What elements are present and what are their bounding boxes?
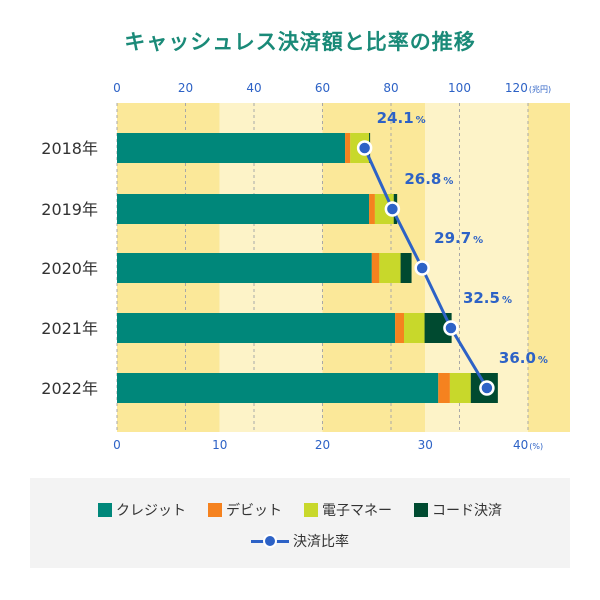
ratio-data-label: 29.7% bbox=[434, 229, 483, 247]
ratio-point bbox=[479, 380, 495, 396]
legend-swatch-code bbox=[414, 503, 428, 517]
legend-label: コード決済 bbox=[432, 503, 502, 519]
ratio-point bbox=[384, 201, 401, 217]
chart-title: キャッシュレス決済額と比率の推移 bbox=[124, 30, 476, 54]
top-axis-tick-label: 100 bbox=[448, 81, 471, 95]
bottom-axis-tick-label: 0 bbox=[113, 438, 121, 452]
background-band bbox=[528, 103, 570, 432]
bar-segment-debit bbox=[395, 313, 405, 343]
ratio-point bbox=[414, 260, 430, 276]
legend-label: 決済比率 bbox=[293, 534, 349, 550]
category-labels: 2018年 2019年 2020年 2021年 2022年 bbox=[41, 139, 98, 398]
bar-segment-debit bbox=[369, 194, 375, 224]
bar-segment-code bbox=[400, 253, 412, 283]
top-axis-tick-label: 80 bbox=[383, 81, 398, 95]
legend-row-line: 決済比率 bbox=[30, 531, 570, 551]
ratio-data-label-unit: % bbox=[473, 235, 483, 246]
ratio-data-label-unit: % bbox=[538, 355, 548, 366]
legend-row-bars: クレジット デビット 電子マネー コード決済 bbox=[30, 500, 570, 520]
bar-segment-emoney bbox=[379, 253, 401, 283]
top-axis-unit: (兆円) bbox=[529, 84, 551, 94]
legend-item-emoney: 電子マネー bbox=[304, 500, 392, 520]
stacked-bar-chart: 0 20 40 60 80 100 120(兆円) 0 10 20 30 40(%) 2018年20… bbox=[41, 81, 570, 452]
legend-item-debit: デビット bbox=[208, 500, 282, 520]
bar-segment-debit bbox=[438, 373, 450, 403]
legend: クレジット デビット 電子マネー コード決済 決済比率 bbox=[30, 478, 570, 568]
ratio-data-label: 36.0% bbox=[499, 349, 548, 367]
ratio-labels: 24.1 % 26.8 % 29.7 % 32.5 % 36.0% bbox=[377, 109, 548, 367]
bar-segment-emoney bbox=[404, 313, 425, 343]
category-label: 2021年 bbox=[41, 319, 98, 338]
legend-swatch-debit bbox=[208, 503, 222, 517]
top-axis-tick-label: 0 bbox=[113, 81, 121, 95]
bottom-axis-tick-label: 40(%) bbox=[513, 438, 543, 452]
bar-segment-credit bbox=[117, 194, 370, 224]
legend-item-ratio: 決済比率 bbox=[251, 531, 349, 551]
ratio-data-label: 26.8% bbox=[404, 170, 453, 188]
legend-label: 電子マネー bbox=[322, 503, 392, 519]
top-axis-tick-label: 20 bbox=[178, 81, 193, 95]
bars bbox=[117, 133, 498, 403]
bottom-axis-ticks: 0 10 20 30 40(%) bbox=[113, 438, 543, 452]
top-axis-tick-label: 40 bbox=[246, 81, 261, 95]
bar-segment-debit bbox=[345, 133, 351, 163]
category-label: 2019年 bbox=[41, 200, 98, 219]
bottom-axis-tick-label: 30 bbox=[418, 438, 433, 452]
bottom-axis-tick-label: 10 bbox=[212, 438, 227, 452]
ratio-data-label: 24.1% bbox=[377, 109, 426, 127]
legend-item-credit: クレジット bbox=[98, 500, 186, 520]
ratio-point bbox=[443, 320, 459, 336]
ratio-data-label: 32.5% bbox=[463, 289, 512, 307]
legend-swatch-emoney bbox=[304, 503, 318, 517]
ratio-data-label-unit: % bbox=[502, 295, 512, 306]
ratio-point bbox=[356, 140, 373, 156]
top-axis-ticks: 0 20 40 60 80 100 120(兆円) bbox=[113, 81, 551, 95]
bar-segment-emoney bbox=[449, 373, 471, 403]
top-axis-tick-label: 120(兆円) bbox=[505, 81, 551, 95]
bar-segment-credit bbox=[117, 313, 396, 343]
legend-swatch-credit bbox=[98, 503, 112, 517]
bar-segment-credit bbox=[117, 253, 372, 283]
legend-line-marker-icon bbox=[251, 534, 289, 548]
category-label: 2020年 bbox=[41, 259, 98, 278]
bar-segment-credit bbox=[117, 373, 439, 403]
bottom-axis-unit: (%) bbox=[529, 442, 543, 451]
bottom-axis-tick-label: 20 bbox=[315, 438, 330, 452]
ratio-data-label-unit: % bbox=[443, 176, 453, 187]
ratio-line bbox=[356, 140, 495, 396]
category-label: 2018年 bbox=[41, 139, 98, 158]
legend-label: クレジット bbox=[116, 503, 186, 519]
legend-item-code: コード決済 bbox=[414, 500, 502, 520]
category-label: 2022年 bbox=[41, 379, 98, 398]
legend-label: デビット bbox=[226, 503, 282, 519]
top-axis-tick-label: 60 bbox=[315, 81, 330, 95]
ratio-data-label-unit: % bbox=[416, 115, 426, 126]
bar-segment-credit bbox=[117, 133, 346, 163]
bar-segment-debit bbox=[371, 253, 380, 283]
